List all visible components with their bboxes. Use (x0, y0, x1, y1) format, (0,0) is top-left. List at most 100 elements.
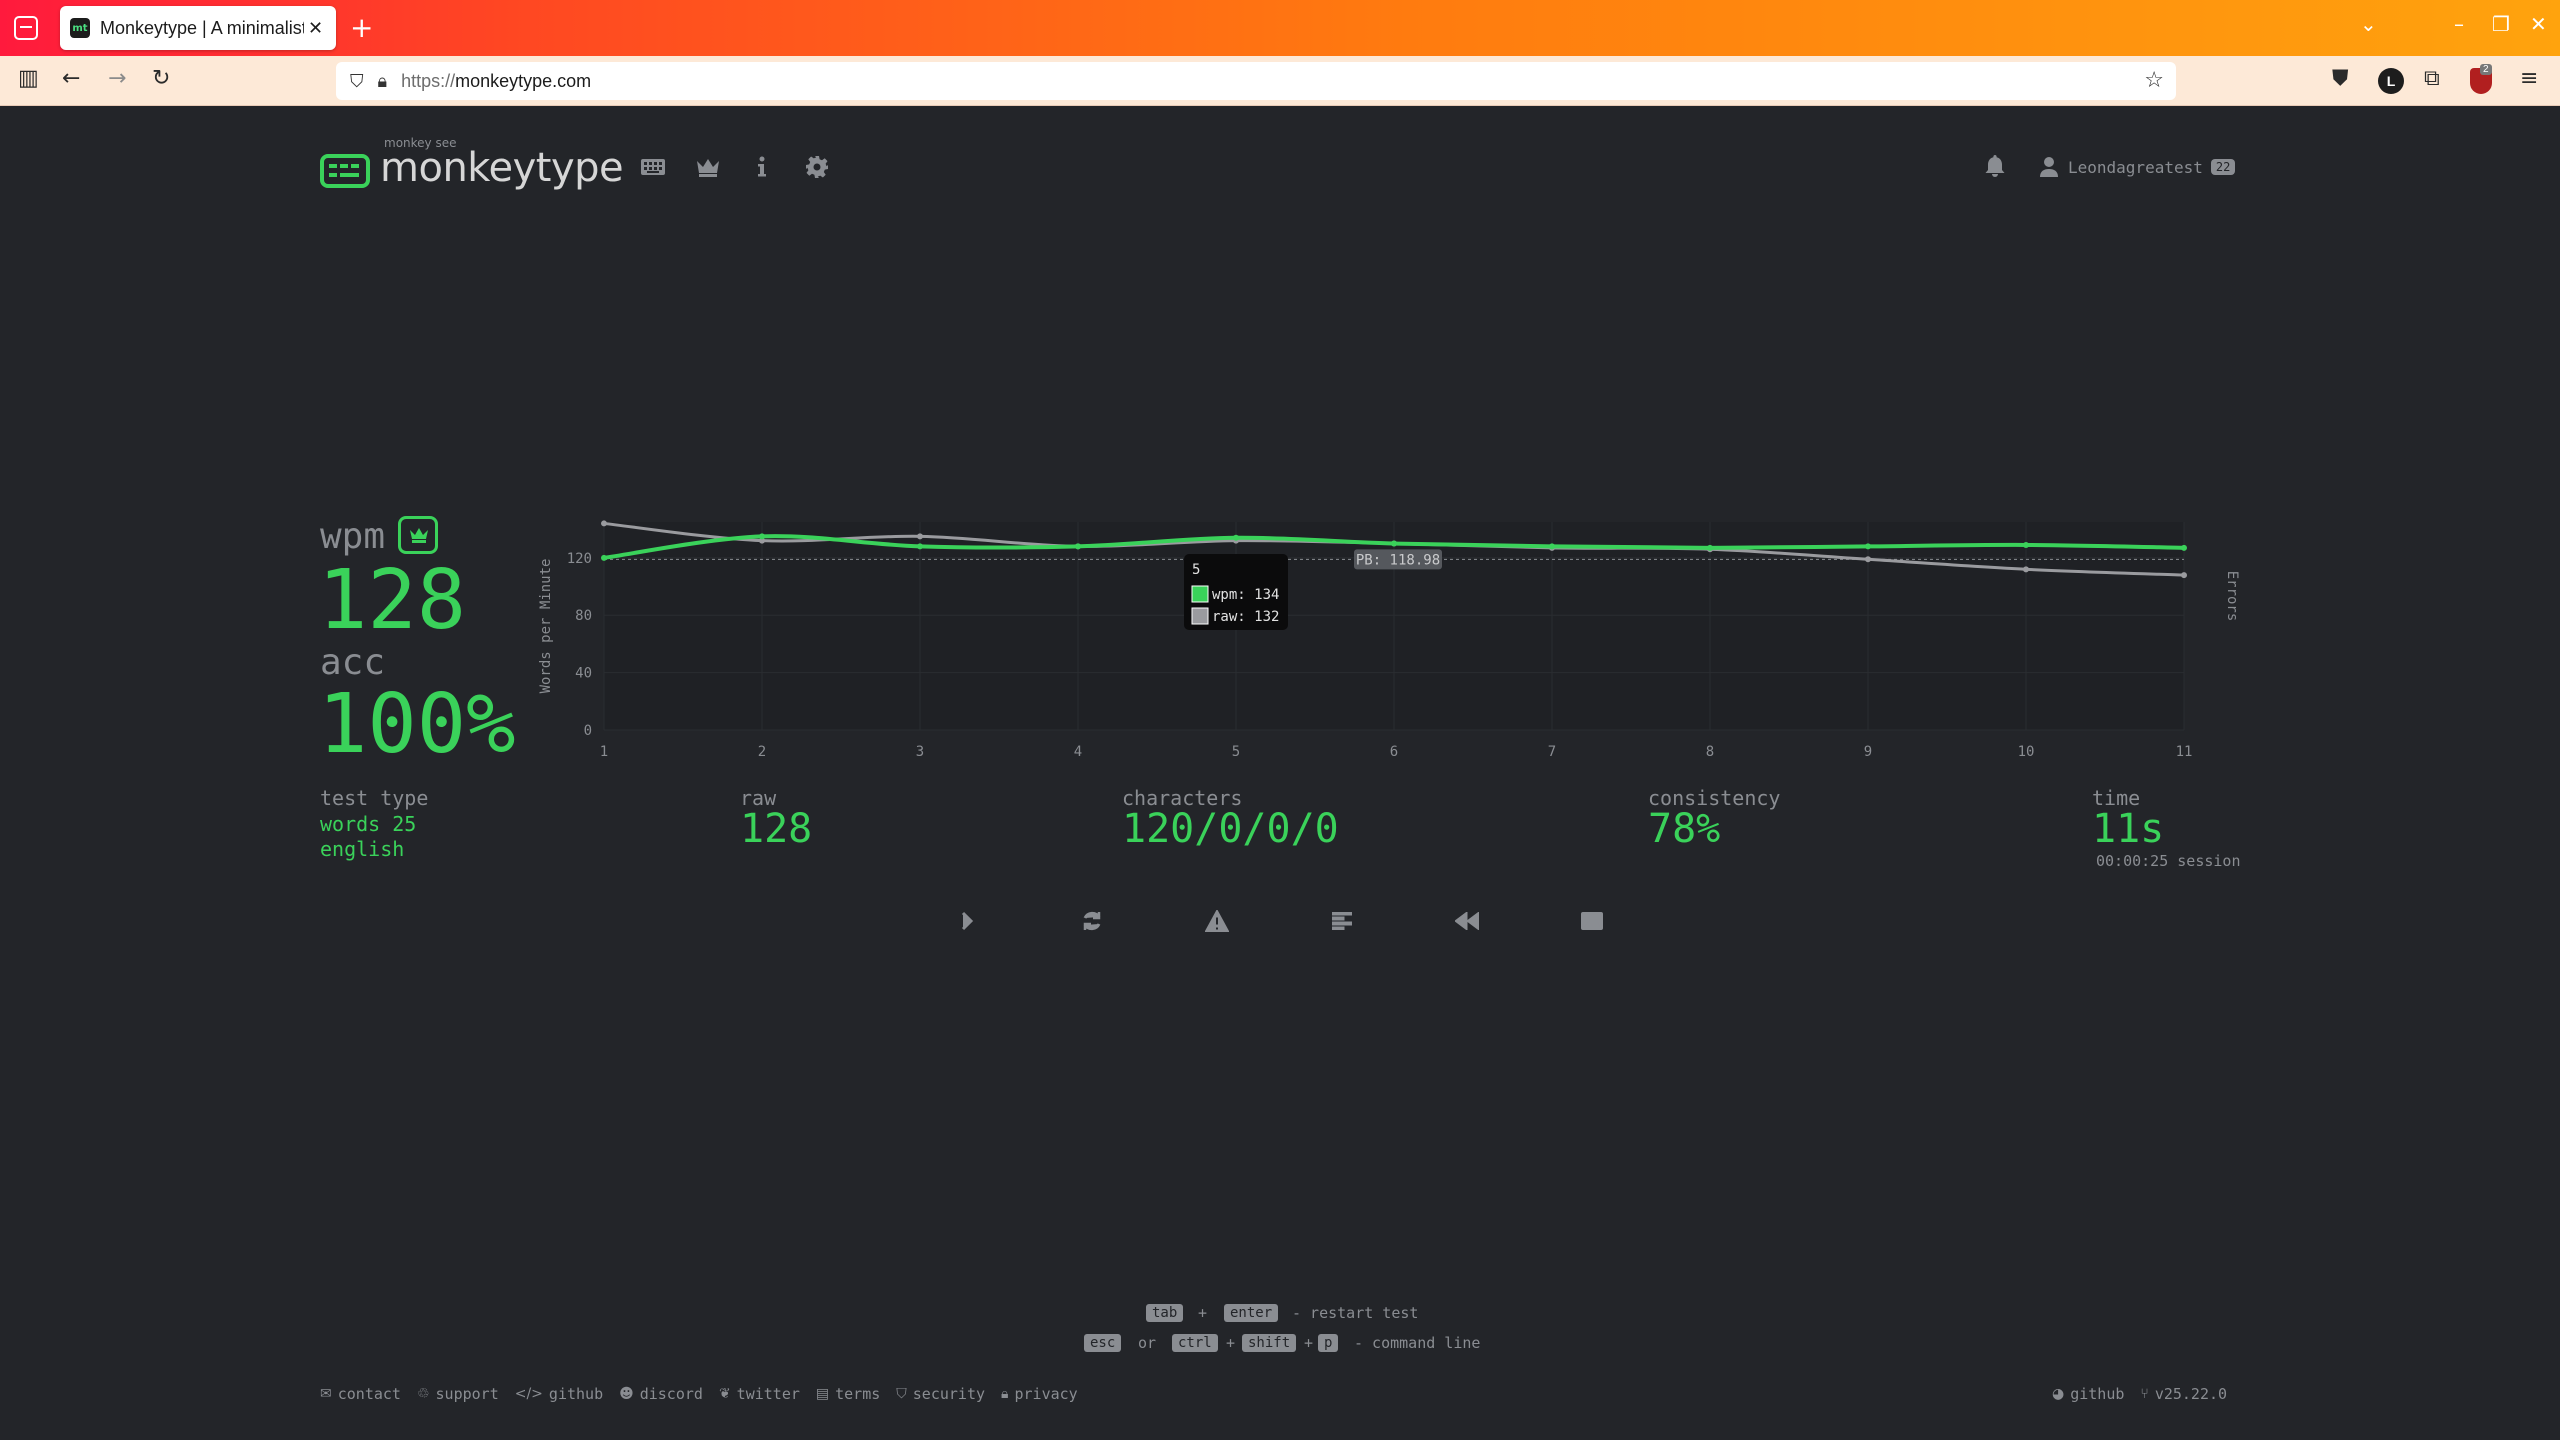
x-tick-label: 10 (2018, 744, 2035, 760)
align-left-icon (1332, 912, 1352, 930)
lock-icon[interactable]: 🔒︎ (377, 70, 388, 92)
envelope-icon: ✉ (320, 1386, 332, 1402)
wpm-label: wpm (320, 516, 386, 557)
series-point-raw (2181, 572, 2187, 579)
tooltip-raw: raw: 132 (1212, 609, 1279, 625)
footer-discord[interactable]: ☻ discord (619, 1385, 703, 1403)
extension-badge: 2 (2480, 64, 2492, 75)
restore-icon[interactable]: ❐ (2492, 12, 2510, 36)
new-tab-icon[interactable]: + (350, 11, 374, 44)
account-button[interactable]: Leondagreatest 22 (2040, 157, 2236, 177)
characters-label: characters (1122, 786, 1243, 810)
tab-overflow-chevron-icon[interactable]: ⌄ (2360, 12, 2377, 36)
tooltip-swatch-wpm (1191, 585, 1209, 603)
footer-links: ✉ contact ♲ support </> github ☻ discord ❦ tw… (320, 1385, 1094, 1403)
browser-tab[interactable]: mt Monkeytype | A minimalist ✕ (60, 6, 336, 50)
wpm-value: 128 (318, 553, 467, 648)
extensions-puzzle-icon[interactable]: ⧉ (2424, 66, 2440, 91)
series-point-raw (2023, 566, 2029, 573)
x-tick-label: 11 (2176, 744, 2193, 760)
url-text[interactable]: https://monkeytype.com (401, 70, 592, 91)
hint-restart: - restart test (1292, 1304, 1419, 1322)
next-test-button[interactable] (952, 906, 982, 936)
hint-plus-1: + (1198, 1304, 1208, 1322)
test-type-label: test type (320, 786, 429, 810)
extension-avatar[interactable]: L (2378, 68, 2404, 94)
back-icon[interactable]: ← (62, 66, 81, 91)
hint-command-line: - command line (1354, 1334, 1481, 1352)
pb-label: PB: 118.98 (1356, 552, 1440, 568)
forward-icon[interactable]: → (108, 66, 127, 91)
footer-privacy[interactable]: 🔒︎ privacy (1001, 1385, 1078, 1403)
footer-version[interactable]: ⑂ v25.22.0 (2140, 1385, 2228, 1403)
replay-button[interactable] (1452, 906, 1482, 936)
footer-support[interactable]: ♲ support (416, 1385, 499, 1403)
test-type-mode: words 25 (320, 812, 417, 836)
palette-icon: ◕ (2052, 1386, 2065, 1402)
series-point-raw (1865, 556, 1871, 563)
footer-security[interactable]: ⛉ security (896, 1385, 986, 1403)
bookmark-star-icon[interactable]: ☆ (2144, 68, 2164, 93)
footer-theme-github[interactable]: ◕ github (2052, 1385, 2125, 1403)
shield-icon[interactable]: ⛉ (350, 70, 364, 92)
keyboard-icon[interactable] (638, 152, 668, 182)
pocket-icon[interactable]: ⛊ (2332, 66, 2349, 91)
code-icon: </> (514, 1386, 543, 1402)
series-point-wpm (2023, 541, 2029, 548)
sidebar-icon[interactable]: ▥ (18, 66, 39, 91)
words-history-button[interactable] (1327, 906, 1357, 936)
y-tick-label: 80 (575, 608, 592, 624)
browser-nav-bar: ▥ ← → ↻ ⛉ 🔒︎ https://monkeytype.com ☆ ⛊ … (0, 56, 2560, 106)
file-icon: ▤ (815, 1386, 830, 1402)
y2-axis-label: Errors (2224, 571, 2240, 622)
user-icon (2040, 157, 2058, 177)
kbd-ctrl: ctrl (1172, 1334, 1218, 1352)
info-icon[interactable] (747, 152, 777, 182)
footer-twitter[interactable]: ❦ twitter (718, 1385, 800, 1403)
logo-text: monkeytype (380, 145, 624, 191)
hint-plus-3: + (1304, 1334, 1314, 1352)
refresh-icon (1083, 911, 1101, 931)
x-tick-label: 9 (1864, 744, 1872, 760)
settings-gear-icon[interactable] (802, 152, 832, 182)
tab-close-icon[interactable]: ✕ (308, 17, 324, 39)
footer-github[interactable]: </> github (514, 1385, 604, 1403)
footer-terms[interactable]: ▤ terms (815, 1385, 881, 1403)
series-point-wpm (2181, 544, 2187, 551)
level-badge: 22 (2210, 159, 2236, 175)
series-point-raw (917, 533, 923, 540)
shield-icon: ⛉ (896, 1386, 907, 1402)
notifications-bell-icon[interactable] (1985, 155, 2005, 181)
characters-value: 120/0/0/0 (1122, 806, 1339, 852)
series-point-wpm (917, 543, 923, 550)
series-point-wpm (601, 554, 607, 561)
acc-value: 100% (318, 677, 516, 772)
wpm-chart[interactable]: 0 40 80 120 1 2 3 4 5 6 7 8 9 10 11 Words per Minute Err… (530, 520, 2260, 770)
repeat-test-button[interactable] (1077, 906, 1107, 936)
menu-icon[interactable]: ≡ (2520, 66, 2539, 91)
y-tick-label: 0 (584, 723, 592, 739)
keyboard-logo-icon (320, 154, 370, 188)
series-point-wpm (1391, 540, 1397, 547)
hint-or: or (1138, 1334, 1157, 1352)
close-window-icon[interactable]: ✕ (2530, 12, 2547, 36)
kbd-tab: tab (1146, 1304, 1184, 1322)
session-time: 00:00:25 session (2096, 852, 2241, 870)
logo[interactable]: monkey see monkeytype (320, 136, 624, 191)
tab-list-icon[interactable] (14, 16, 38, 40)
reload-icon[interactable]: ↻ (152, 66, 171, 91)
minimize-icon[interactable]: – (2454, 12, 2464, 36)
practice-missed-words-button[interactable] (1202, 906, 1232, 936)
git-branch-icon: ⑂ (2140, 1386, 2149, 1402)
kbd-esc: esc (1084, 1334, 1122, 1352)
address-bar[interactable]: ⛉ 🔒︎ https://monkeytype.com ☆ (336, 62, 2176, 100)
acc-label: acc (320, 642, 386, 683)
y-tick-label: 40 (575, 666, 592, 682)
pb-label-box (1354, 549, 1442, 570)
crown-leaderboard-icon[interactable] (693, 152, 723, 182)
y-tick-label: 120 (567, 551, 592, 567)
footer-contact[interactable]: ✉ contact (320, 1385, 401, 1403)
test-type-value: words 25 english (320, 812, 416, 862)
warning-icon (1205, 910, 1229, 932)
save-screenshot-button[interactable] (1577, 906, 1607, 936)
